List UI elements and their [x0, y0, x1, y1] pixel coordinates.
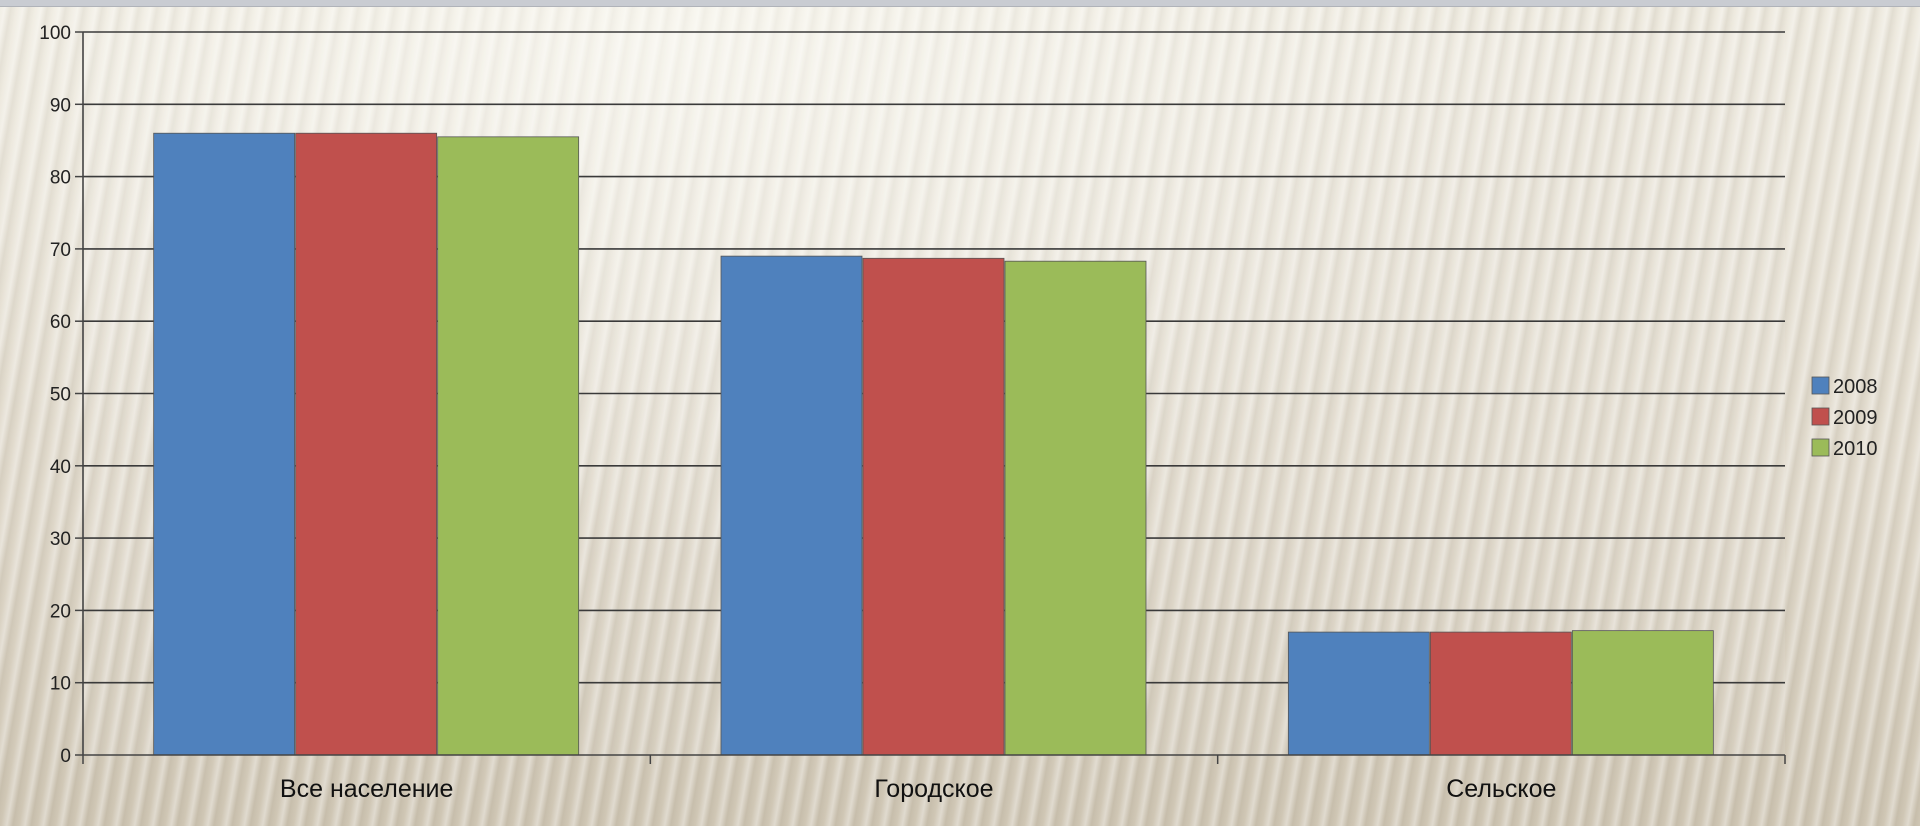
legend-swatch-2009 — [1811, 407, 1830, 426]
legend-label-2009: 2009 — [1833, 407, 1878, 429]
y-tick-label: 30 — [50, 529, 71, 550]
top-strip — [0, 0, 1920, 7]
y-tick-label: 70 — [50, 240, 71, 261]
y-tick-label: 90 — [50, 95, 71, 116]
y-tick-label: 0 — [60, 746, 71, 767]
bar-2010-1 — [1004, 260, 1147, 756]
legend-swatch-2008 — [1811, 376, 1830, 395]
bar-2009-1 — [862, 257, 1005, 756]
y-tick-label: 50 — [50, 385, 71, 406]
y-tick-label: 80 — [50, 168, 71, 189]
y-tick-label: 60 — [50, 312, 71, 333]
bar-2008-0 — [153, 132, 296, 756]
bar-2009-0 — [295, 132, 438, 756]
legend-swatch-2010 — [1811, 438, 1830, 457]
legend-label-2010: 2010 — [1833, 438, 1878, 460]
x-category-label: Все население — [280, 775, 453, 803]
y-tick-label: 20 — [50, 601, 71, 622]
bar-2010-2 — [1571, 630, 1714, 756]
bar-2010-0 — [437, 136, 580, 756]
bar-2008-1 — [720, 255, 863, 756]
y-tick-label: 10 — [50, 674, 71, 695]
bar-2008-2 — [1287, 631, 1430, 756]
y-tick-label: 40 — [50, 457, 71, 478]
y-tick-label: 100 — [39, 23, 71, 44]
x-category-label: Городское — [874, 775, 993, 803]
x-category-label: Сельское — [1446, 775, 1556, 803]
bar-2009-2 — [1429, 631, 1572, 756]
legend-label-2008: 2008 — [1833, 376, 1878, 398]
